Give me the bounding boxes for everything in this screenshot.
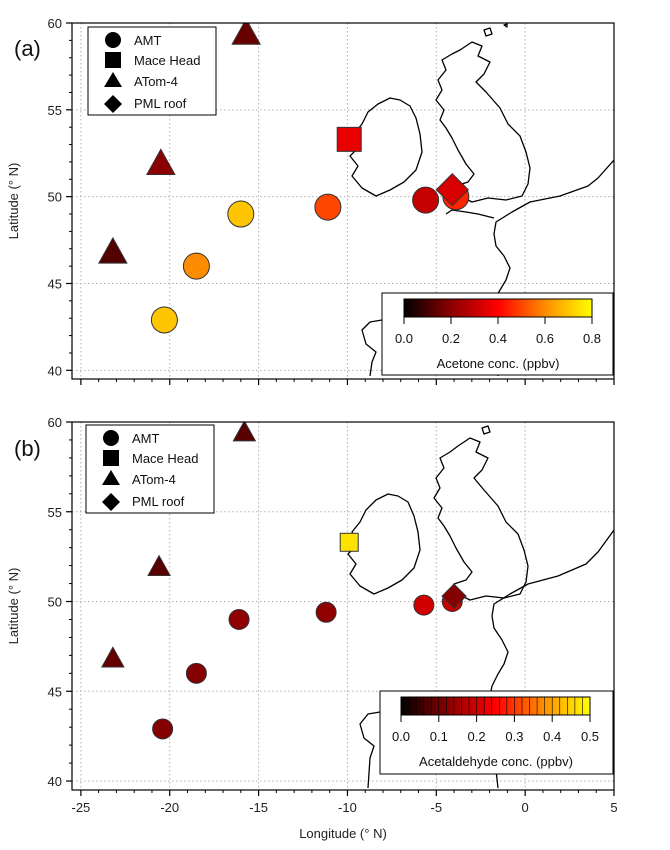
- marker-atom4: [147, 554, 171, 577]
- colorbar-tick-label: 0.2: [468, 729, 486, 744]
- x-tick-label: 5: [610, 800, 617, 815]
- y-tick-label: 60: [48, 16, 62, 31]
- marker-amt: [315, 601, 337, 623]
- y-axis-title-b: Latitude (° N): [6, 568, 21, 645]
- marker-pml-roof: [441, 583, 467, 609]
- plot-frame-b: [71, 421, 615, 791]
- marker-amt: [182, 252, 210, 280]
- colorbar-tick-label: 0.6: [536, 331, 554, 346]
- x-tick-label: -25: [71, 800, 90, 815]
- x-tick-label: -5: [431, 800, 443, 815]
- legend-marker-square-b: [103, 450, 119, 466]
- legend-label-pml-b: PML roof: [132, 494, 185, 509]
- legend-label-amt-a: AMT: [134, 33, 162, 48]
- colorbar-tick-label: 0.5: [581, 729, 599, 744]
- panel-b: -25 -20 -15 -10 -5 0 5 40 45 50 55 60 (b) Latitude …: [6, 415, 618, 841]
- y-tick-label: 40: [48, 774, 62, 789]
- colorbar-tick-label: 0.4: [543, 729, 561, 744]
- marker-amt: [228, 608, 250, 630]
- colorbar-b: 0.0 0.1 0.2 0.3 0.4 0.5 Acetaldehyde conc. (p…: [379, 690, 614, 775]
- x-tick-label: -10: [338, 800, 357, 815]
- marker-amt: [413, 594, 435, 616]
- y-tick-label: 40: [48, 363, 62, 378]
- colorbar-tick-label: 0.0: [395, 331, 413, 346]
- marker-amt: [412, 186, 440, 214]
- x-tick-label: -20: [160, 800, 179, 815]
- y-tick-label: 45: [48, 684, 62, 699]
- legend-marker-triangle-a: [104, 72, 122, 87]
- marker-atom4: [98, 236, 128, 264]
- panel-a: 40 45 50 55 60 (a) Latitude (° N) AMT Mace H…: [6, 16, 615, 385]
- colorbar-tick-label: 0.3: [505, 729, 523, 744]
- y-tick-label: 50: [48, 595, 62, 610]
- colorbar-tick-label: 0.4: [489, 331, 507, 346]
- y-tick-label: 45: [48, 276, 62, 291]
- panel-label-b: (b): [14, 436, 41, 461]
- x-axis-title-b: Longitude (° N): [299, 826, 387, 841]
- marker-atom4: [232, 422, 257, 442]
- marker-pml-roof: [435, 173, 469, 207]
- colorbar-title-b: Acetaldehyde conc. (ppbv): [419, 754, 573, 769]
- colorbar-gradient-a: [403, 298, 593, 318]
- legend-marker-square-a: [105, 52, 121, 68]
- y-axis-title-a: Latitude (° N): [6, 163, 21, 240]
- x-tick-label: 0: [522, 800, 529, 815]
- colorbar-tick-label: 0.1: [430, 729, 448, 744]
- ticks-a: 40 45 50 55 60: [48, 16, 615, 385]
- y-tick-label: 60: [48, 415, 62, 430]
- marker-atom4: [231, 23, 262, 45]
- marker-amt: [150, 306, 178, 334]
- marker-amt: [314, 193, 342, 221]
- legend-label-atom4-b: ATom-4: [132, 472, 176, 487]
- legend-b: AMT Mace Head ATom-4 PML roof: [85, 424, 215, 514]
- colorbar-tick-label: 0.2: [442, 331, 460, 346]
- legend-label-pml-a: PML roof: [134, 96, 187, 111]
- ticks-b: -25 -20 -15 -10 -5 0 5 40 45 50 55 60: [48, 415, 618, 815]
- markers-b: [101, 422, 467, 740]
- legend-marker-triangle-b: [102, 470, 120, 485]
- x-tick-label: -15: [249, 800, 268, 815]
- y-tick-label: 55: [48, 103, 62, 118]
- legend-label-atom4-a: ATom-4: [134, 74, 178, 89]
- marker-amt: [185, 662, 207, 684]
- legend-marker-circle-b: [103, 430, 119, 446]
- marker-amt: [227, 200, 255, 228]
- marker-atom4: [146, 148, 176, 176]
- colorbar-gradient-b: [400, 696, 591, 716]
- legend-marker-diamond-b: [102, 493, 120, 511]
- colorbar-a: 0.0 0.2 0.4 0.6 0.8 Acetone conc. (ppbv): [381, 292, 614, 376]
- plot-frame-a: [71, 22, 615, 380]
- colorbar-ticks-b: 0.0 0.1 0.2 0.3 0.4 0.5: [392, 697, 599, 744]
- legend-label-amt-b: AMT: [132, 431, 160, 446]
- colorbar-tick-label: 0.8: [583, 331, 601, 346]
- y-tick-label: 50: [48, 190, 62, 205]
- colorbar-ticks-a: 0.0 0.2 0.4 0.6 0.8: [395, 317, 601, 346]
- marker-mace-head: [339, 532, 359, 552]
- marker-mace-head: [336, 126, 362, 152]
- legend-marker-diamond-a: [104, 95, 122, 113]
- colorbar-tick-label: 0.0: [392, 729, 410, 744]
- legend-a: AMT Mace Head ATom-4 PML roof: [87, 26, 217, 116]
- marker-atom4: [101, 646, 125, 668]
- colorbar-title-a: Acetone conc. (ppbv): [437, 356, 560, 371]
- legend-label-macehead-a: Mace Head: [134, 53, 200, 68]
- marker-amt: [152, 718, 174, 740]
- markers-a: [98, 23, 470, 334]
- legend-label-macehead-b: Mace Head: [132, 451, 198, 466]
- legend-marker-circle-a: [105, 32, 121, 48]
- panel-label-a: (a): [14, 36, 41, 61]
- y-tick-label: 55: [48, 505, 62, 520]
